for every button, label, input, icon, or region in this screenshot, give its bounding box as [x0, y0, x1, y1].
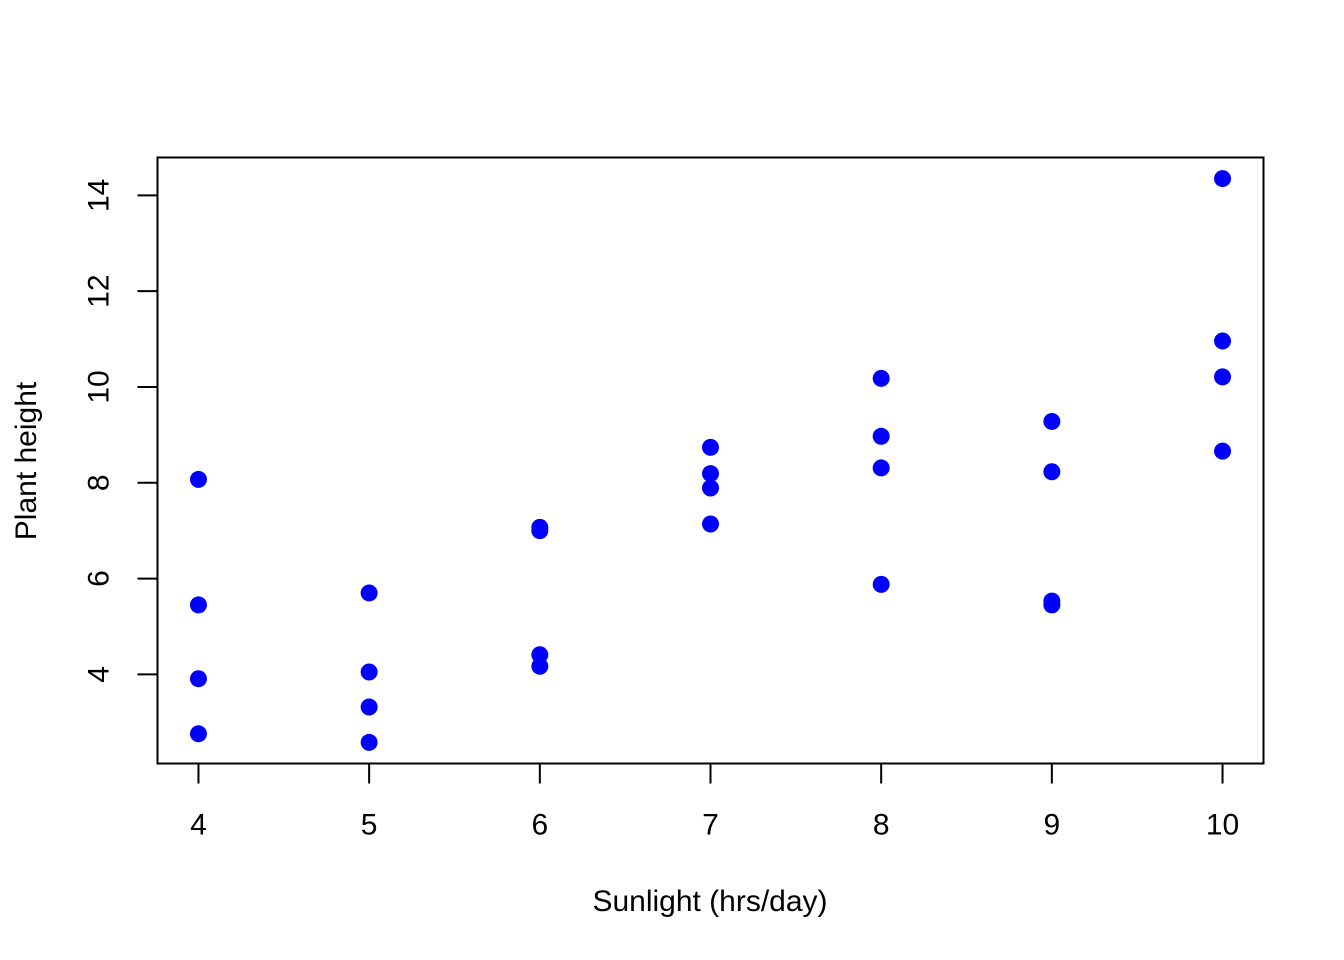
data-point — [872, 575, 890, 593]
data-point — [189, 670, 207, 688]
y-tick-label: 12 — [83, 274, 116, 307]
y-tick-label: 10 — [83, 370, 116, 403]
y-tick-label: 4 — [83, 666, 116, 683]
y-tick-label: 6 — [83, 570, 116, 587]
data-point — [531, 522, 549, 540]
data-point — [702, 479, 719, 497]
x-tick-label: 9 — [1044, 809, 1061, 842]
x-axis-label: Sunlight (hrs/day) — [592, 885, 827, 918]
y-axis: 4 6 8 10 12 14 — [83, 179, 159, 683]
data-point — [360, 663, 378, 681]
y-tick-label: 14 — [83, 179, 116, 212]
data-point — [1214, 368, 1232, 386]
data-point — [702, 465, 719, 483]
y-tick-label: 8 — [83, 474, 116, 491]
x-tick-label: 10 — [1206, 809, 1239, 842]
data-point — [189, 470, 207, 488]
data-point — [702, 438, 719, 456]
data-point — [1043, 463, 1061, 481]
plot-frame — [156, 156, 1265, 765]
data-point — [1043, 412, 1061, 430]
x-tick-label: 4 — [190, 809, 207, 842]
x-axis: 4 5 6 7 8 9 10 — [190, 762, 1239, 842]
data-points — [189, 170, 1232, 751]
x-tick-label: 6 — [531, 809, 548, 842]
x-tick-label: 5 — [361, 809, 378, 842]
data-point — [872, 369, 890, 387]
data-point — [531, 657, 549, 675]
data-point — [872, 459, 890, 477]
data-point — [360, 698, 378, 716]
data-point — [1214, 170, 1232, 188]
data-point — [360, 584, 378, 602]
y-axis-label: Plant height — [10, 381, 43, 540]
data-point — [1214, 442, 1232, 460]
x-tick-label: 8 — [873, 809, 890, 842]
data-point — [872, 427, 890, 445]
data-point — [1214, 332, 1232, 350]
data-point — [189, 725, 207, 743]
data-point — [189, 596, 207, 614]
data-point — [702, 515, 719, 533]
data-point — [1043, 596, 1061, 614]
x-tick-label: 7 — [702, 809, 719, 842]
data-point — [360, 733, 378, 751]
